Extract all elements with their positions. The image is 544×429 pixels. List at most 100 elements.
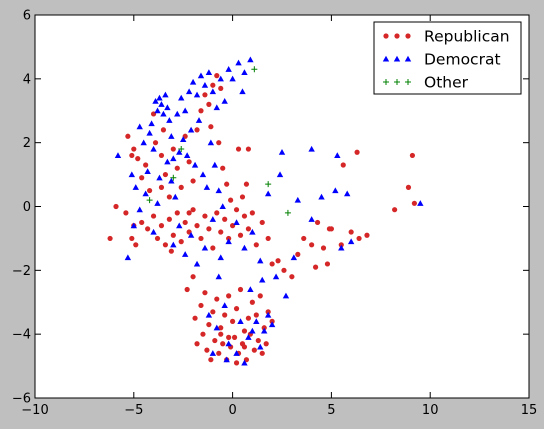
republican-point [411, 200, 417, 206]
republican-point [178, 239, 184, 245]
republican-point [158, 184, 165, 190]
republican-point [154, 235, 161, 242]
democrat-point [176, 222, 183, 229]
other-point [251, 66, 258, 73]
republican-point [214, 210, 220, 216]
democrat-point [146, 129, 153, 136]
democrat-point [183, 152, 191, 158]
democrat-point [164, 104, 171, 111]
republican-point [202, 213, 208, 219]
republican-point [186, 159, 192, 165]
democrat-point [172, 193, 179, 200]
democrat-point [290, 254, 298, 261]
republican-point [198, 302, 204, 309]
democrat-point [187, 232, 195, 238]
democrat-point [334, 152, 341, 158]
republican-point [218, 325, 224, 331]
democrat-point [253, 318, 260, 324]
democrat-point [223, 356, 230, 363]
republican-point [253, 312, 259, 318]
republican-point [214, 296, 220, 302]
y-tick-label: 2 [23, 136, 31, 151]
republican-point [162, 171, 169, 178]
democrat-point [217, 75, 224, 82]
republican-point [312, 264, 319, 270]
republican-point [168, 248, 174, 254]
democrat-point [276, 171, 284, 178]
democrat-point [215, 273, 222, 280]
democrat-point [207, 139, 215, 146]
republican-point [216, 140, 222, 146]
democrat-point [152, 97, 159, 104]
democrat-point [144, 168, 151, 174]
x-tick-label: 5 [327, 403, 335, 418]
republican-point [123, 210, 129, 216]
republican-point [251, 347, 257, 353]
democrat-point [148, 120, 155, 127]
democrat-point [247, 56, 254, 63]
x-tick-label: 10 [422, 403, 439, 418]
republican-point [190, 207, 196, 213]
republican-point [230, 318, 236, 324]
republican-point [409, 152, 416, 159]
republican-point [139, 175, 145, 181]
republican-point [364, 232, 370, 238]
democrat-point [193, 91, 201, 98]
y-tick-label: −6 [12, 392, 31, 407]
republican-point [237, 232, 244, 238]
republican-point [237, 286, 244, 293]
legend-republican-label: Republican [424, 28, 510, 46]
legend-other-marker [383, 79, 389, 85]
democrat-point [178, 94, 185, 101]
democrat-point [132, 184, 139, 190]
democrat-point [225, 238, 232, 245]
democrat-point [160, 110, 167, 117]
republican-point [145, 226, 151, 232]
democrat-point [156, 94, 163, 101]
democrat-point [156, 174, 163, 181]
democrat-point [185, 88, 193, 95]
republican-point [253, 242, 259, 248]
republican-point [182, 219, 188, 226]
democrat-point [272, 273, 280, 280]
republican-point [186, 210, 192, 216]
republican-point [131, 146, 137, 152]
democrat-point [268, 321, 276, 328]
republican-point [243, 181, 250, 187]
republican-point [295, 251, 301, 257]
x-tick-label: 15 [521, 403, 538, 418]
x-tick-label: 0 [228, 403, 236, 418]
republican-point [241, 213, 248, 219]
republican-point [184, 286, 190, 293]
republican-point [113, 203, 119, 210]
republican-point [245, 146, 252, 152]
democrat-point [124, 254, 132, 261]
republican-point [235, 146, 242, 152]
republican-point [194, 223, 200, 229]
y-tick-label: 6 [23, 9, 31, 24]
democrat-point [221, 97, 228, 104]
democrat-point [199, 171, 207, 178]
democrat-point [205, 69, 213, 76]
republican-point [190, 178, 196, 184]
democrat-point [191, 161, 199, 168]
democrat-point [166, 117, 173, 123]
democrat-point [201, 82, 209, 88]
republican-point [208, 357, 214, 363]
democrat-point [162, 91, 169, 98]
republican-point [218, 229, 224, 235]
democrat-point [136, 123, 143, 130]
republican-point [160, 127, 167, 133]
democrat-point [217, 254, 224, 261]
legend-democrat-marker [393, 55, 401, 62]
democrat-point [170, 155, 177, 162]
democrat-point [205, 311, 213, 318]
democrat-point [174, 110, 181, 117]
legend-other-marker [405, 79, 411, 85]
republican-point [241, 328, 248, 334]
republican-point [245, 315, 252, 321]
democrat-point [259, 276, 266, 283]
democrat-point [201, 244, 209, 251]
y-tick-label: 4 [23, 72, 31, 87]
